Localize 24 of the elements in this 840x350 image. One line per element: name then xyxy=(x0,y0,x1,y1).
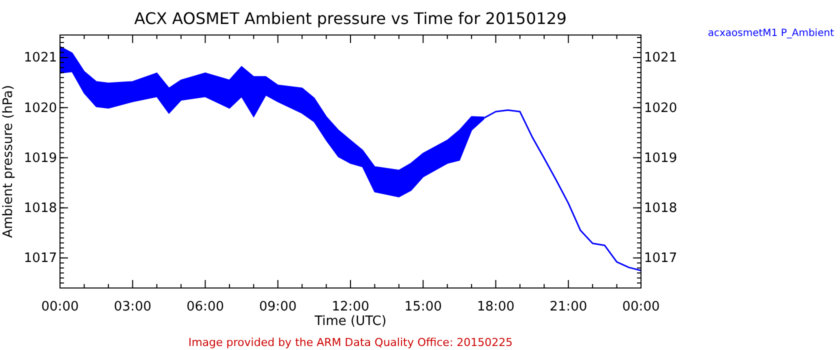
y-tick-label: 1018 xyxy=(24,201,57,216)
x-axis-title: Time (UTC) xyxy=(314,314,386,329)
text: acxaosmetM1 P_Ambient xyxy=(708,28,834,39)
y-tick-label: 1020 xyxy=(24,100,57,116)
x-tick-label: 06:00 xyxy=(186,300,224,314)
y-axis-title: Ambient pressure (hPa) xyxy=(1,85,16,238)
x-tick-label: 21:00 xyxy=(550,300,588,314)
y-tick-label: 1021 xyxy=(24,50,57,66)
y2-tick-label: 1017 xyxy=(644,251,678,266)
x-tick-label: 15:00 xyxy=(404,300,442,314)
x-tick-label: 03:00 xyxy=(114,300,152,314)
y2-tick-label: 1020 xyxy=(644,100,678,116)
x-tick-label: 12:00 xyxy=(332,300,370,314)
x-tick-label: 00:00 xyxy=(41,300,79,314)
y2-tick-label: 1019 xyxy=(644,150,678,166)
x-tick-label: 09:00 xyxy=(259,300,297,314)
x-tick-label: 00:00 xyxy=(622,300,660,314)
y-tick-label: 1017 xyxy=(24,251,57,266)
y-tick-label: 1019 xyxy=(24,150,57,166)
chart-title: ACX AOSMET Ambient pressure vs Time for 20150129 xyxy=(134,9,567,28)
y2-tick-label: 1021 xyxy=(644,50,678,66)
text: Image provided by the ARM Data Quality Office: 20150225 xyxy=(188,336,513,349)
y2-tick-label: 1018 xyxy=(644,201,678,216)
x-tick-label: 18:00 xyxy=(477,300,514,314)
